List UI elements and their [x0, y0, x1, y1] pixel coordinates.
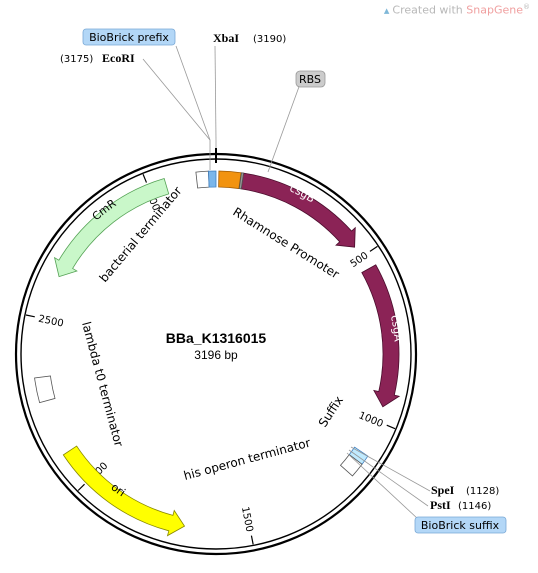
- his-operon-terminator-box[interactable]: [339, 454, 363, 477]
- xbai-site-label[interactable]: XbaI (3190): [213, 31, 286, 45]
- ecori-leader-line: [142, 58, 211, 141]
- csgB-feature-arrow[interactable]: [240, 172, 356, 248]
- tick-label-500: 500: [349, 250, 371, 270]
- xbai-leader-line: [214, 45, 217, 141]
- csgA-label: csgA: [388, 314, 405, 343]
- bacterial-terminator-box[interactable]: [195, 170, 210, 189]
- biobrick-suffix-callout[interactable]: BioBrick suffix: [414, 516, 507, 534]
- spei-leader-line: [350, 446, 431, 492]
- xbai-position: (3190): [253, 34, 286, 45]
- watermark-brand: SnapGene: [466, 3, 523, 17]
- tick-mark-1000: [386, 424, 396, 430]
- xbai-name: XbaI: [213, 31, 239, 45]
- spei-site-label[interactable]: SpeI (1128): [431, 483, 499, 497]
- plasmid-length: 3196 bp: [194, 348, 238, 362]
- ecori-name: EcoRI: [102, 51, 135, 65]
- csgA-feature-arrow[interactable]: [361, 264, 401, 408]
- lambda-terminator-label: lambda t0 terminator: [79, 320, 126, 448]
- tick-mark-2500: [25, 314, 35, 318]
- spei-name: SpeI: [431, 483, 455, 497]
- rbs-box[interactable]: [238, 172, 245, 190]
- prefix-site-box[interactable]: [208, 170, 217, 188]
- psti-site-label[interactable]: PstI (1146): [430, 498, 491, 512]
- his-operon-terminator-label: his operon terminator: [182, 436, 312, 483]
- tick-label-1500: 1500: [239, 506, 255, 533]
- rbs-leader-line: [267, 83, 301, 173]
- suffix-label: Suffix: [316, 394, 346, 430]
- ori-feature-arrow[interactable]: [62, 445, 186, 537]
- tick-mark-1500: [250, 535, 254, 545]
- biobrick-prefix-callout[interactable]: BioBrick prefix: [82, 28, 176, 46]
- snapgene-watermark: ▴ Created with SnapGene®: [384, 3, 530, 17]
- snapgene-logo-icon: ▴: [383, 3, 390, 17]
- ecori-site-label[interactable]: (3175) EcoRI: [60, 51, 135, 65]
- spei-position: (1128): [466, 486, 499, 497]
- suffix-leader-line: [346, 452, 419, 520]
- psti-position: (1146): [458, 501, 491, 512]
- rbs-callout-text: RBS: [299, 73, 321, 86]
- cmr-feature-arrow[interactable]: [53, 177, 170, 278]
- tick-label-2500: 2500: [37, 314, 64, 330]
- biobrick-prefix-text: BioBrick prefix: [89, 31, 169, 44]
- ecori-position: (3175): [60, 54, 93, 65]
- tick-mark-3000: [142, 173, 148, 183]
- psti-name: PstI: [430, 498, 451, 512]
- watermark-prefix: Created with: [392, 3, 463, 17]
- lambda-terminator-box[interactable]: [34, 375, 56, 404]
- watermark-mark: ®: [523, 3, 530, 11]
- tick-mark-2000: [77, 483, 85, 491]
- prefix-leader-line: [175, 45, 211, 141]
- psti-leader-line: [348, 449, 429, 507]
- tick-mark-500: [369, 245, 378, 252]
- rbs-callout[interactable]: RBS: [295, 70, 326, 88]
- biobrick-suffix-text: BioBrick suffix: [421, 519, 500, 532]
- plasmid-name: BBa_K1316015: [166, 330, 267, 346]
- rhamnose-promoter-box[interactable]: [218, 170, 242, 190]
- tick-label-1000: 1000: [357, 410, 385, 430]
